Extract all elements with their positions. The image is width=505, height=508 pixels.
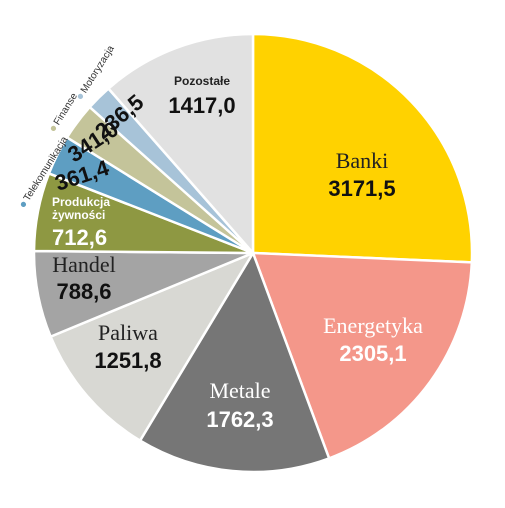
pie-slice-metale — [138, 251, 331, 474]
slice-value-banki: 3171,5 — [328, 176, 395, 201]
slice-value-produkcja: 712,6 — [52, 225, 107, 250]
legend-dot-telekomunikacja — [20, 201, 27, 208]
pie-slices — [32, 32, 474, 474]
pie-slice-pozostałe — [107, 32, 255, 255]
slice-value-pozostale: 1417,0 — [168, 93, 235, 118]
pie-slice-energetyka — [251, 251, 474, 460]
slice-value-energetyka: 2305,1 — [339, 341, 406, 366]
legend-dot-motoryzacja — [77, 93, 84, 100]
slice-label-pozostale: Pozostałe — [174, 74, 230, 88]
slice-value-handel: 788,6 — [56, 279, 111, 304]
pie-slice-banki — [251, 32, 474, 264]
pie-slice-paliwa — [49, 251, 255, 442]
legend-dot-finanse — [50, 125, 57, 132]
slice-label-produkcja-2: żywności — [52, 208, 105, 222]
slice-label-handel: Handel — [52, 252, 116, 277]
slice-label-produkcja-1: Produkcja — [52, 195, 110, 209]
slice-value-metale: 1762,3 — [206, 407, 273, 432]
slice-label-energetyka: Energetyka — [323, 313, 423, 338]
slice-label-metale: Metale — [209, 378, 270, 403]
slice-label-banki: Banki — [336, 148, 389, 173]
slice-label-paliwa: Paliwa — [98, 320, 158, 345]
slice-value-paliwa: 1251,8 — [94, 348, 161, 373]
legend-label-finanse: Finanse — [52, 91, 80, 127]
